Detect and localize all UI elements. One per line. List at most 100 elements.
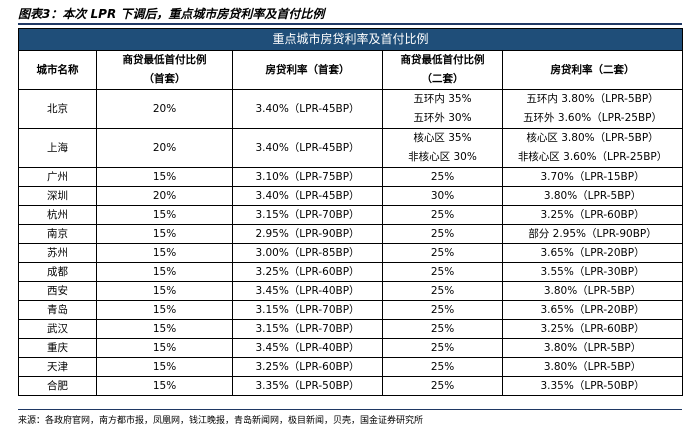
header-rate-second: 房贷利率（二套）: [501, 50, 684, 90]
figure-title: 图表3：本次 LPR 下调后，重点城市房贷利率及首付比例: [18, 7, 325, 21]
table-row: 重庆 15% 3.45%（LPR-40BP） 25% 3.80%（LPR-5BP）: [18, 338, 684, 358]
cell-rate-second: 3.25%（LPR-60BP）: [501, 205, 684, 225]
cell-down-payment-second: 25%: [382, 300, 503, 320]
cell-rate-second: 3.80%（LPR-5BP）: [501, 357, 684, 377]
header-line: 商贷最低首付比例: [400, 54, 485, 66]
cell-rate-second: 3.65%（LPR-20BP）: [501, 300, 684, 320]
cell-down-payment-first: 15%: [96, 338, 233, 358]
cell-rate-first: 3.35%（LPR-50BP）: [232, 376, 383, 396]
cell-city: 广州: [18, 167, 97, 187]
header-line: （首套）: [143, 73, 186, 85]
cell-rate-second: 3.80%（LPR-5BP）: [501, 281, 684, 301]
cell-rate-first: 3.40%（LPR-45BP）: [232, 128, 383, 168]
cell-down-payment-first: 15%: [96, 167, 233, 187]
cell-down-payment-second: 25%: [382, 262, 503, 282]
cell-city: 北京: [18, 89, 97, 129]
cell-down-payment-second: 核心区 35% 非核心区 30%: [382, 128, 503, 168]
cell-line: 非核心区 3.60%（LPR-25BP）: [517, 151, 668, 163]
cell-down-payment-second: 25%: [382, 357, 503, 377]
cell-line: 五环内 3.80%（LPR-5BP）: [526, 93, 659, 105]
cell-rate-first: 3.15%（LPR-70BP）: [232, 300, 383, 320]
cell-rate-first: 3.40%（LPR-45BP）: [232, 89, 383, 129]
header-down-payment-second: 商贷最低首付比例 （二套）: [382, 50, 503, 90]
cell-rate-first: 3.15%（LPR-70BP）: [232, 319, 383, 339]
table-row: 广州 15% 3.10%（LPR-75BP） 25% 3.70%（LPR-15BP）: [18, 167, 684, 187]
cell-down-payment-second: 25%: [382, 338, 503, 358]
cell-down-payment-second: 25%: [382, 319, 503, 339]
table-row: 成都 15% 3.25%（LPR-60BP） 25% 3.55%（LPR-30BP）: [18, 262, 684, 282]
cell-down-payment-second: 25%: [382, 205, 503, 225]
cell-rate-first: 3.40%（LPR-45BP）: [232, 186, 383, 206]
cell-city: 杭州: [18, 205, 97, 225]
cell-line: 核心区 3.80%（LPR-5BP）: [526, 132, 659, 144]
cell-rate-first: 3.25%（LPR-60BP）: [232, 262, 383, 282]
cell-rate-first: 3.45%（LPR-40BP）: [232, 338, 383, 358]
cell-rate-first: 2.95%（LPR-90BP）: [232, 224, 383, 244]
cell-rate-first: 3.25%（LPR-60BP）: [232, 357, 383, 377]
cell-city: 合肥: [18, 376, 97, 396]
cell-rate-second: 3.35%（LPR-50BP）: [501, 376, 684, 396]
cell-down-payment-first: 15%: [96, 300, 233, 320]
table-row: 上海 20% 3.40%（LPR-45BP） 核心区 35% 非核心区 30% 核心区 3…: [18, 128, 684, 168]
table-row: 北京 20% 3.40%（LPR-45BP） 五环内 35% 五环外 30% 五环内 3.…: [18, 89, 684, 129]
cell-rate-second: 3.25%（LPR-60BP）: [501, 319, 684, 339]
table-row: 杭州 15% 3.15%（LPR-70BP） 25% 3.25%（LPR-60BP）: [18, 205, 684, 225]
table-body: 北京 20% 3.40%（LPR-45BP） 五环内 35% 五环外 30% 五环内 3.…: [18, 89, 684, 396]
mortgage-table: 重点城市房贷利率及首付比例 城市名称 商贷最低首付比例 （首套） 房贷利率（首套…: [17, 28, 684, 396]
bottom-rule: [18, 409, 682, 410]
cell-down-payment-second: 30%: [382, 186, 503, 206]
title-rule: [18, 23, 682, 25]
cell-rate-first: 3.10%（LPR-75BP）: [232, 167, 383, 187]
cell-line: 非核心区 30%: [408, 151, 477, 163]
cell-down-payment-first: 20%: [96, 186, 233, 206]
cell-rate-second: 3.80%（LPR-5BP）: [501, 338, 684, 358]
cell-down-payment-first: 20%: [96, 89, 233, 129]
cell-line: 核心区 35%: [413, 132, 472, 144]
cell-rate-first: 3.45%（LPR-40BP）: [232, 281, 383, 301]
cell-rate-second: 部分 2.95%（LPR-90BP）: [501, 224, 684, 244]
table-row: 武汉 15% 3.15%（LPR-70BP） 25% 3.25%（LPR-60BP）: [18, 319, 684, 339]
table-row: 天津 15% 3.25%（LPR-60BP） 25% 3.80%（LPR-5BP）: [18, 357, 684, 377]
cell-city: 武汉: [18, 319, 97, 339]
cell-line: 五环内 35%: [413, 93, 472, 105]
cell-rate-second: 3.70%（LPR-15BP）: [501, 167, 684, 187]
cell-down-payment-first: 15%: [96, 376, 233, 396]
cell-city: 深圳: [18, 186, 97, 206]
cell-city: 重庆: [18, 338, 97, 358]
cell-city: 上海: [18, 128, 97, 168]
cell-down-payment-first: 15%: [96, 224, 233, 244]
cell-rate-second: 核心区 3.80%（LPR-5BP） 非核心区 3.60%（LPR-25BP）: [501, 128, 684, 168]
header-city: 城市名称: [18, 50, 97, 90]
table-row: 深圳 20% 3.40%（LPR-45BP） 30% 3.80%（LPR-5BP）: [18, 186, 684, 206]
cell-down-payment-second: 25%: [382, 376, 503, 396]
header-line: （二套）: [421, 73, 464, 85]
cell-rate-first: 3.15%（LPR-70BP）: [232, 205, 383, 225]
cell-rate-first: 3.00%（LPR-85BP）: [232, 243, 383, 263]
cell-down-payment-first: 15%: [96, 319, 233, 339]
cell-city: 天津: [18, 357, 97, 377]
cell-down-payment-first: 15%: [96, 262, 233, 282]
cell-rate-second: 3.65%（LPR-20BP）: [501, 243, 684, 263]
table-row: 南京 15% 2.95%（LPR-90BP） 25% 部分 2.95%（LPR-90BP…: [18, 224, 684, 244]
cell-down-payment-second: 25%: [382, 243, 503, 263]
cell-down-payment-first: 20%: [96, 128, 233, 168]
cell-city: 成都: [18, 262, 97, 282]
cell-line: 五环外 30%: [413, 112, 472, 124]
cell-city: 青岛: [18, 300, 97, 320]
cell-rate-second: 3.55%（LPR-30BP）: [501, 262, 684, 282]
cell-down-payment-first: 15%: [96, 281, 233, 301]
header-rate-first: 房贷利率（首套）: [232, 50, 383, 90]
cell-city: 苏州: [18, 243, 97, 263]
cell-down-payment-second: 25%: [382, 281, 503, 301]
table-row: 苏州 15% 3.00%（LPR-85BP） 25% 3.65%（LPR-20BP）: [18, 243, 684, 263]
cell-rate-second: 五环内 3.80%（LPR-5BP） 五环外 3.60%（LPR-25BP）: [501, 89, 684, 129]
cell-down-payment-first: 15%: [96, 205, 233, 225]
cell-down-payment-first: 15%: [96, 357, 233, 377]
cell-line: 五环外 3.60%（LPR-25BP）: [523, 112, 662, 124]
table-row: 西安 15% 3.45%（LPR-40BP） 25% 3.80%（LPR-5BP）: [18, 281, 684, 301]
header-line: 商贷最低首付比例: [122, 54, 207, 66]
cell-down-payment-first: 15%: [96, 243, 233, 263]
header-down-payment-first: 商贷最低首付比例 （首套）: [96, 50, 233, 90]
cell-city: 西安: [18, 281, 97, 301]
cell-rate-second: 3.80%（LPR-5BP）: [501, 186, 684, 206]
